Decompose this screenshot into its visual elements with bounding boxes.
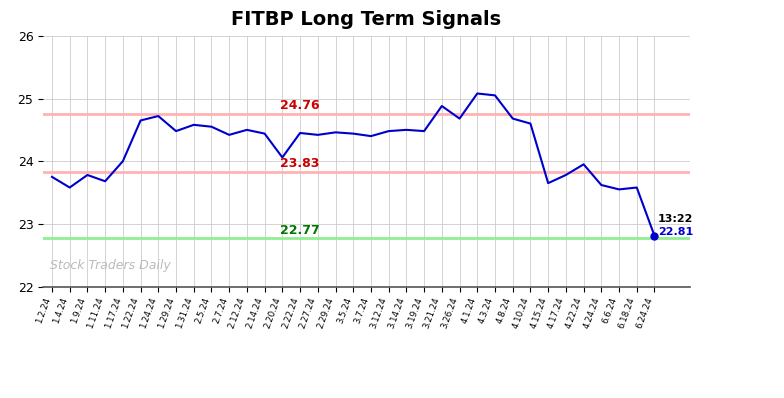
Title: FITBP Long Term Signals: FITBP Long Term Signals xyxy=(231,10,502,29)
Text: 23.83: 23.83 xyxy=(281,158,320,170)
Text: Stock Traders Daily: Stock Traders Daily xyxy=(49,259,170,271)
Text: 22.77: 22.77 xyxy=(280,224,320,237)
Text: 22.81: 22.81 xyxy=(658,226,693,236)
Text: 13:22: 13:22 xyxy=(658,214,693,224)
Text: 24.76: 24.76 xyxy=(280,99,320,112)
